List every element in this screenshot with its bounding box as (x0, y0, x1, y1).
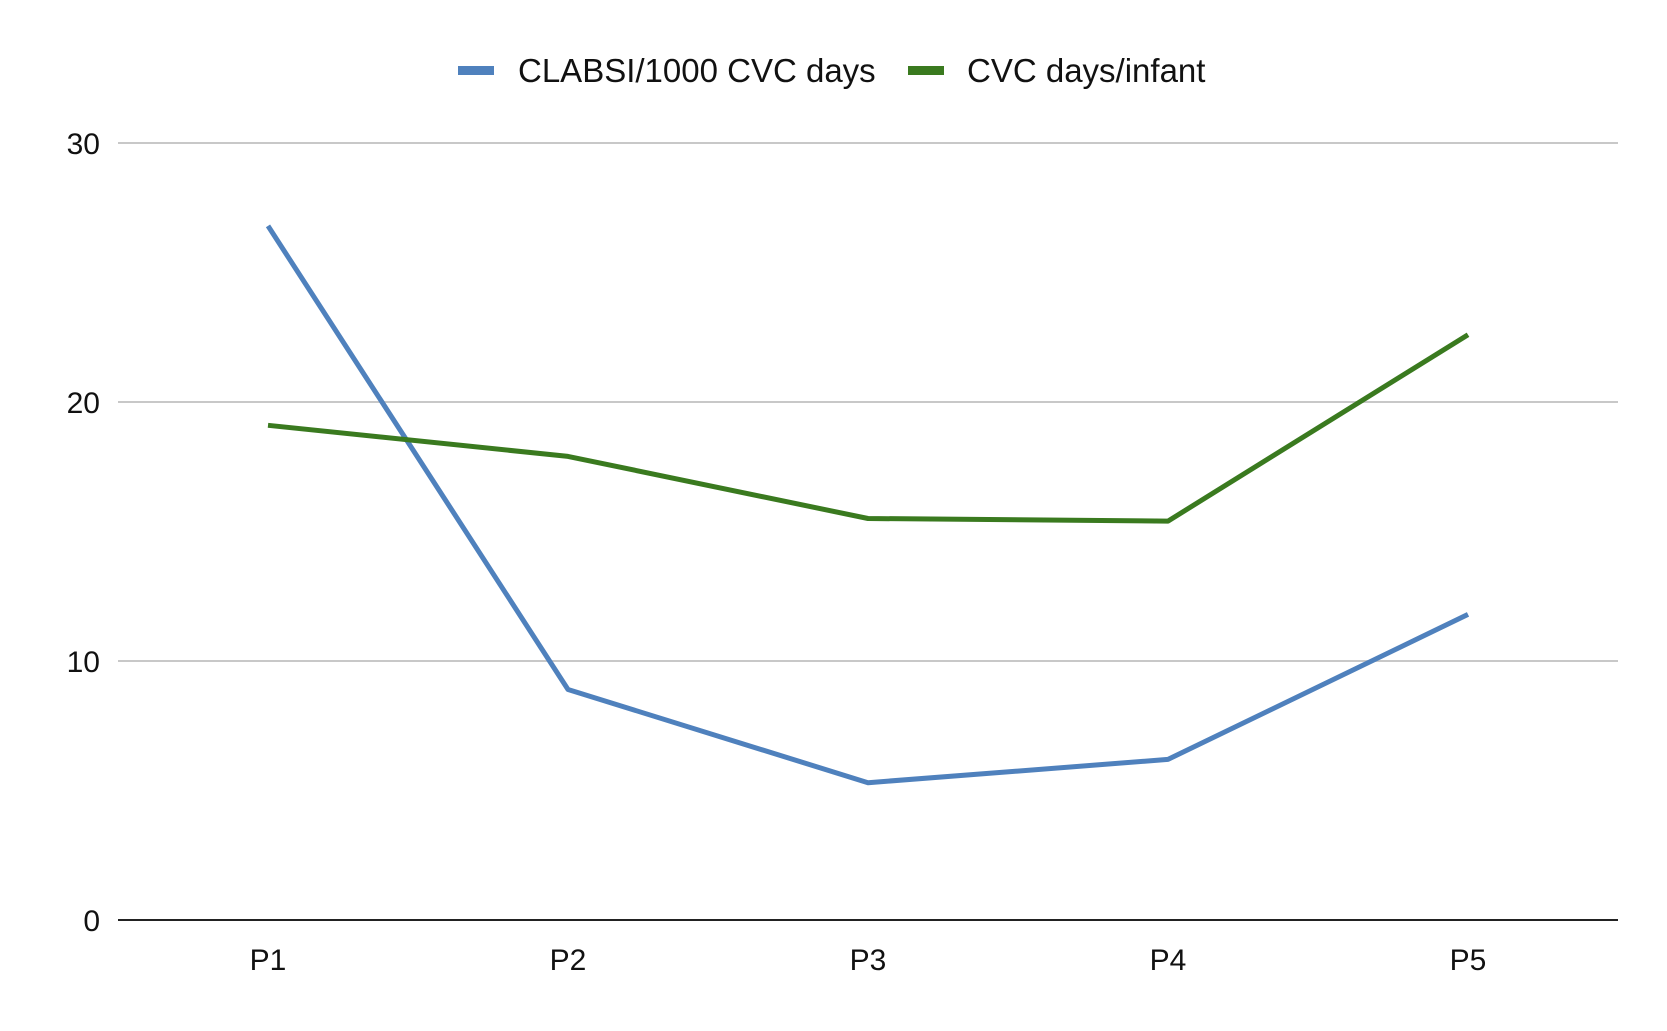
x-tick-label: P2 (550, 944, 587, 977)
series-lines (265, 224, 1470, 786)
x-axis-ticks: P1 P2 P3 P4 P5 (250, 944, 1487, 977)
gridlines (118, 142, 1618, 662)
series-line-clabsi (265, 224, 1470, 786)
legend-swatch-clabsi (458, 66, 494, 75)
legend-swatch-cvc-days (908, 66, 944, 75)
x-tick-label: P3 (850, 944, 887, 977)
x-tick-label: P1 (250, 944, 287, 977)
legend-label-clabsi: CLABSI/1000 CVC days (518, 52, 876, 89)
legend: CLABSI/1000 CVC days CVC days/infant (458, 52, 1205, 89)
legend-item-cvc-days: CVC days/infant (908, 52, 1205, 89)
y-tick-label: 30 (67, 128, 100, 161)
x-tick-label: P5 (1450, 944, 1487, 977)
y-tick-label: 20 (67, 387, 100, 420)
x-tick-label: P4 (1150, 944, 1187, 977)
series-line-cvc-days (267, 332, 1470, 524)
legend-item-clabsi: CLABSI/1000 CVC days (458, 52, 876, 89)
y-axis-ticks: 0 10 20 30 (67, 128, 100, 938)
y-tick-label: 10 (67, 646, 100, 679)
legend-label-cvc-days: CVC days/infant (967, 52, 1205, 89)
y-tick-label: 0 (83, 905, 100, 938)
